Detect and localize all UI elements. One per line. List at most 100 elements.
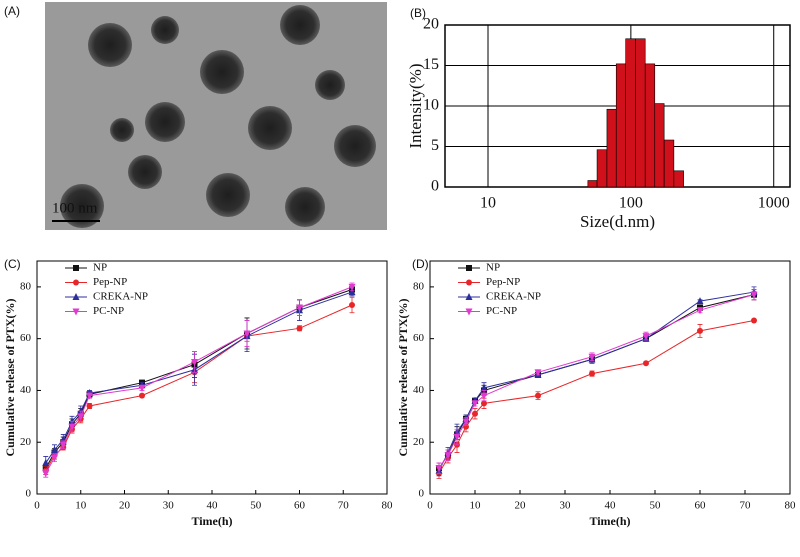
bar [625, 38, 636, 188]
series-line [45, 289, 353, 469]
marker [191, 358, 198, 366]
legend-label: PC-NP [486, 305, 517, 317]
marker [42, 470, 50, 478]
marker [86, 402, 93, 409]
y-tick-label: 20 [423, 16, 439, 33]
marker [296, 304, 303, 312]
marker [68, 423, 76, 431]
marker [348, 283, 356, 291]
bar [596, 149, 608, 188]
series-line [45, 286, 353, 474]
marker [697, 327, 703, 334]
panel-label: (B) [410, 6, 426, 20]
x-tick-label: 100 [619, 195, 643, 212]
marker [465, 293, 473, 300]
marker [696, 297, 704, 305]
bar [644, 63, 656, 188]
marker [243, 330, 251, 338]
x-tick-label: 80 [382, 500, 394, 512]
marker [72, 308, 80, 316]
marker [138, 384, 146, 392]
legend-label: Pep-NP [486, 276, 520, 288]
marker [472, 410, 478, 417]
y-tick-label: 60 [413, 332, 425, 344]
y-tick-label: 80 [20, 280, 32, 292]
bar [673, 170, 684, 188]
marker [751, 317, 757, 324]
marker [349, 302, 355, 309]
y-tick-label: 40 [413, 384, 425, 396]
marker [444, 452, 452, 460]
x-tick-label: 40 [605, 500, 617, 512]
marker [51, 445, 58, 453]
bar [615, 63, 626, 188]
y-tick-label: 20 [413, 436, 425, 448]
x-tick-label: 70 [338, 500, 350, 512]
legend-label: Pep-NP [93, 276, 127, 288]
panel-label: (C) [4, 257, 21, 271]
marker [348, 288, 356, 296]
panel-label: (D) [412, 257, 429, 271]
series-line [438, 291, 755, 471]
bar [663, 139, 675, 188]
y-tick-label: 10 [423, 97, 439, 114]
marker [73, 279, 79, 286]
tem-image [45, 2, 387, 230]
marker [750, 291, 758, 299]
marker [480, 392, 488, 400]
marker [72, 293, 80, 300]
x-tick-label: 30 [163, 500, 175, 512]
y-axis-title: Cumulative release of PTX(%) [3, 298, 17, 456]
marker [481, 400, 487, 407]
legend-label: NP [486, 262, 500, 274]
y-tick-label: 0 [26, 488, 32, 500]
marker [534, 369, 542, 377]
series-line [438, 294, 755, 469]
x-tick-label: 10 [75, 500, 87, 512]
y-tick-label: 5 [431, 137, 439, 154]
marker [535, 392, 541, 399]
x-axis-title: Time(h) [589, 514, 630, 528]
bar [654, 103, 665, 188]
series-line [438, 320, 755, 474]
x-tick-label: 70 [740, 500, 752, 512]
y-axis-title: Cumulative release of PTX(%) [396, 298, 410, 456]
x-tick-label: 20 [119, 500, 131, 512]
plot-frame [36, 260, 388, 495]
x-tick-label: 10 [480, 195, 496, 212]
x-tick-label: 40 [207, 500, 219, 512]
x-tick-label: 1000 [758, 195, 790, 212]
x-tick-label: 60 [695, 500, 707, 512]
marker [51, 454, 58, 462]
marker [73, 265, 79, 271]
y-tick-label: 40 [20, 384, 32, 396]
marker [643, 360, 649, 367]
x-tick-label: 50 [250, 500, 262, 512]
x-axis-title: Time(h) [191, 514, 232, 528]
marker [465, 308, 473, 316]
y-tick-label: 15 [423, 56, 439, 73]
marker [86, 392, 93, 400]
marker [68, 417, 76, 425]
x-tick-label: 0 [34, 500, 40, 512]
y-tick-label: 60 [20, 332, 32, 344]
marker [588, 353, 596, 361]
marker [471, 400, 479, 408]
marker [42, 458, 50, 466]
scale-bar-label: 100 nm [52, 200, 98, 216]
x-axis-title: Size(d.nm) [580, 212, 655, 231]
marker [139, 392, 145, 399]
marker [59, 441, 67, 449]
marker [462, 418, 470, 426]
x-tick-label: 80 [785, 500, 797, 512]
marker [453, 434, 461, 442]
series-line [438, 294, 755, 469]
x-tick-label: 30 [560, 500, 572, 512]
marker [696, 307, 704, 315]
series-line [45, 291, 353, 464]
x-tick-label: 20 [515, 500, 527, 512]
marker [466, 279, 472, 286]
y-axis-title: Intensity(%) [406, 64, 425, 149]
x-tick-label: 10 [470, 500, 482, 512]
